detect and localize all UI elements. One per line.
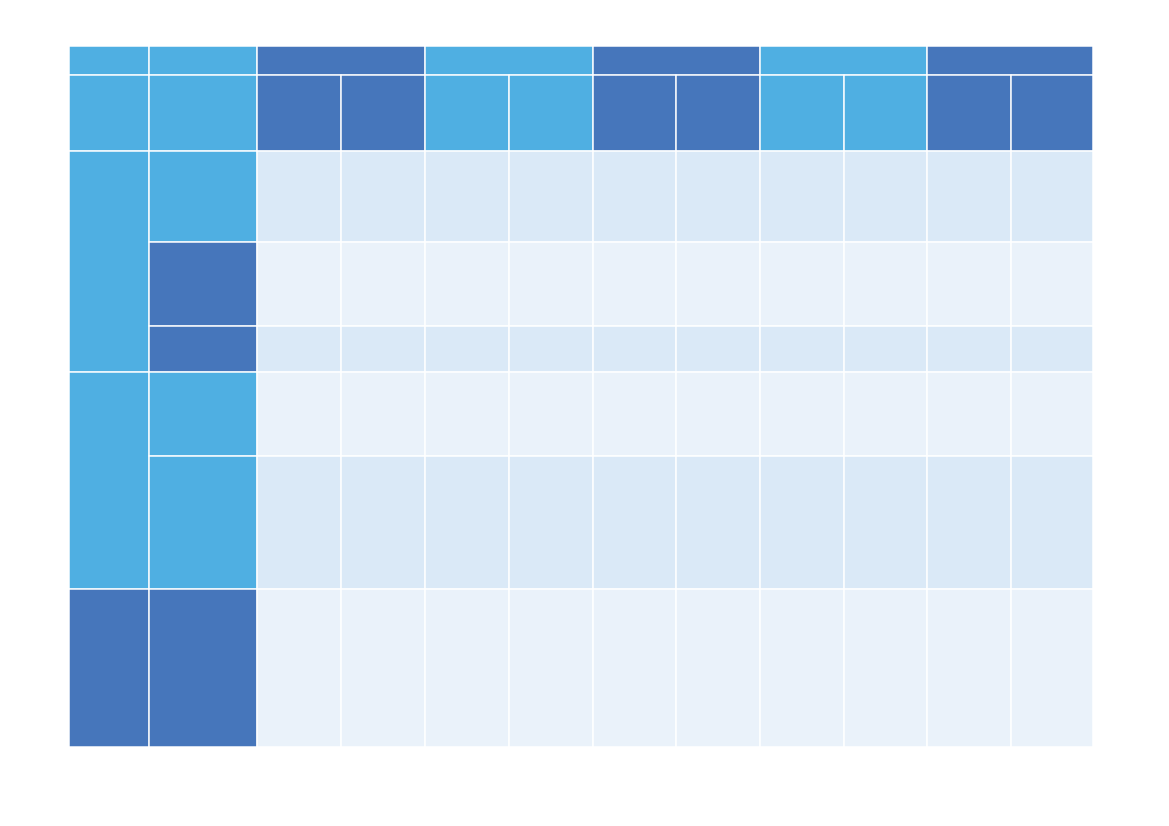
body-cell [759,241,845,327]
body-cell [424,455,510,590]
body-cell [675,325,761,373]
body-cell [675,150,761,243]
sub-header-cell [340,74,426,152]
header-cell [148,74,258,152]
body-cell [926,371,1012,457]
body-cell [759,588,845,748]
row-header-cell [148,325,258,373]
sub-header-cell [508,74,594,152]
row-header-cell [148,588,258,748]
body-cell [759,325,845,373]
sub-header-cell [1010,74,1094,152]
body-cell [592,371,677,457]
sub-header-cell [759,74,845,152]
group-header-cell [592,45,761,76]
row-header-cell [148,371,258,457]
body-cell [592,455,677,590]
body-cell [1010,455,1094,590]
body-cell [508,455,594,590]
body-cell [256,455,342,590]
body-cell [592,588,677,748]
row-header-cell [148,455,258,590]
group-header-cell [759,45,928,76]
sub-header-cell [843,74,928,152]
group-header-cell [926,45,1094,76]
body-cell [759,150,845,243]
body-cell [256,371,342,457]
body-cell [1010,371,1094,457]
body-cell [256,588,342,748]
body-cell [424,588,510,748]
body-cell [926,241,1012,327]
body-cell [340,455,426,590]
body-cell [843,150,928,243]
body-cell [340,588,426,748]
header-cell [68,74,150,152]
body-cell [508,371,594,457]
sub-header-cell [592,74,677,152]
body-cell [340,371,426,457]
row-header-cell [148,150,258,243]
group-header-cell [256,45,426,76]
body-cell [759,371,845,457]
row-group-cell [68,150,150,373]
sub-header-cell [926,74,1012,152]
body-cell [1010,150,1094,243]
body-cell [340,241,426,327]
body-cell [926,150,1012,243]
body-cell [508,588,594,748]
row-group-cell [68,588,150,748]
row-group-cell [68,371,150,590]
body-cell [675,455,761,590]
body-cell [592,325,677,373]
body-cell [256,150,342,243]
body-cell [508,325,594,373]
body-cell [508,150,594,243]
body-cell [843,371,928,457]
body-cell [256,325,342,373]
sub-header-cell [424,74,510,152]
body-cell [759,455,845,590]
body-cell [843,455,928,590]
body-cell [340,150,426,243]
body-cell [592,241,677,327]
sub-header-cell [675,74,761,152]
body-cell [256,241,342,327]
header-cell [68,45,150,76]
body-cell [340,325,426,373]
body-cell [675,588,761,748]
body-cell [843,241,928,327]
body-cell [424,241,510,327]
row-header-cell [148,241,258,327]
body-cell [926,455,1012,590]
body-cell [1010,588,1094,748]
body-cell [675,241,761,327]
body-cell [1010,325,1094,373]
body-cell [592,150,677,243]
body-cell [843,325,928,373]
body-cell [843,588,928,748]
group-header-cell [424,45,594,76]
body-cell [1010,241,1094,327]
body-cell [508,241,594,327]
header-cell [148,45,258,76]
body-cell [424,150,510,243]
body-cell [675,371,761,457]
body-cell [926,588,1012,748]
body-cell [424,325,510,373]
body-cell [926,325,1012,373]
sub-header-cell [256,74,342,152]
body-cell [424,371,510,457]
